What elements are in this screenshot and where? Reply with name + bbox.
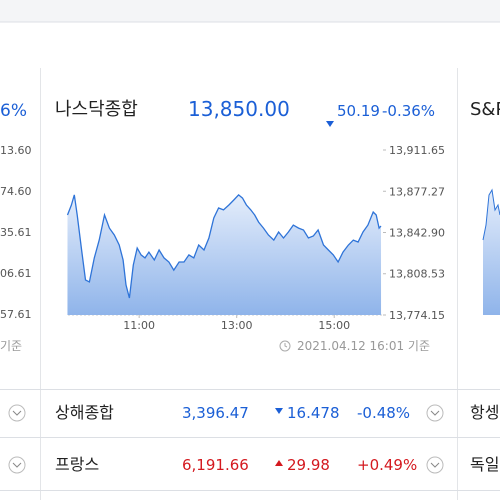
y-tick-label: 35.61 [0,226,32,239]
index-name: S&P [470,99,500,120]
up-arrow [275,460,283,466]
clock-icon [279,340,291,352]
top-bar [0,0,500,22]
y-tick-label: 57.61 [0,308,32,321]
change: 16.478 [287,404,340,422]
expand-button[interactable] [426,456,444,474]
price: 6,191.66 [182,456,249,474]
index-name: 프랑스 [55,455,100,474]
y-tick-label: 13,911.65 [389,144,445,157]
price: 13,850.00 [188,97,290,121]
y-tick-label: 13,808.53 [389,268,445,281]
y-tick-label: 74.60 [0,185,32,198]
partial-chart-line [482,188,500,241]
expand-button[interactable] [426,404,444,422]
line [66,194,382,299]
y-tick-label: 13,842.90 [389,227,445,240]
rate: -0.48% [357,404,411,422]
y-tick-label: 06.61 [0,267,32,280]
y-tick-label: 13.60 [0,144,32,157]
area [67,194,382,315]
rate: 6% [0,101,27,121]
expand-button[interactable] [8,456,26,474]
index-name: 항셍 [470,403,500,422]
x-tick-label: 13:00 [221,319,253,332]
partial-chart [483,190,500,315]
x-tick-label: 15:00 [318,319,350,332]
index-name: 나스닥종합 [55,99,138,120]
expand-button[interactable] [8,404,26,422]
y-tick-label: 13,877.27 [389,185,445,198]
down-arrow [326,121,334,127]
x-tick-label: 11:00 [123,319,155,332]
index-name: 상해종합 [55,403,114,422]
index-name: 독일 [470,455,500,474]
footer: 기준 [0,339,23,353]
change: 50.19 [337,102,380,120]
change: 29.98 [287,456,330,474]
footer: 2021.04.12 16:01 기준 [297,339,430,353]
down-arrow [275,408,283,414]
price: 3,396.47 [182,404,249,422]
rate: -0.36% [382,102,436,120]
y-tick-label: 13,774.15 [389,309,445,322]
rate: +0.49% [357,456,418,474]
